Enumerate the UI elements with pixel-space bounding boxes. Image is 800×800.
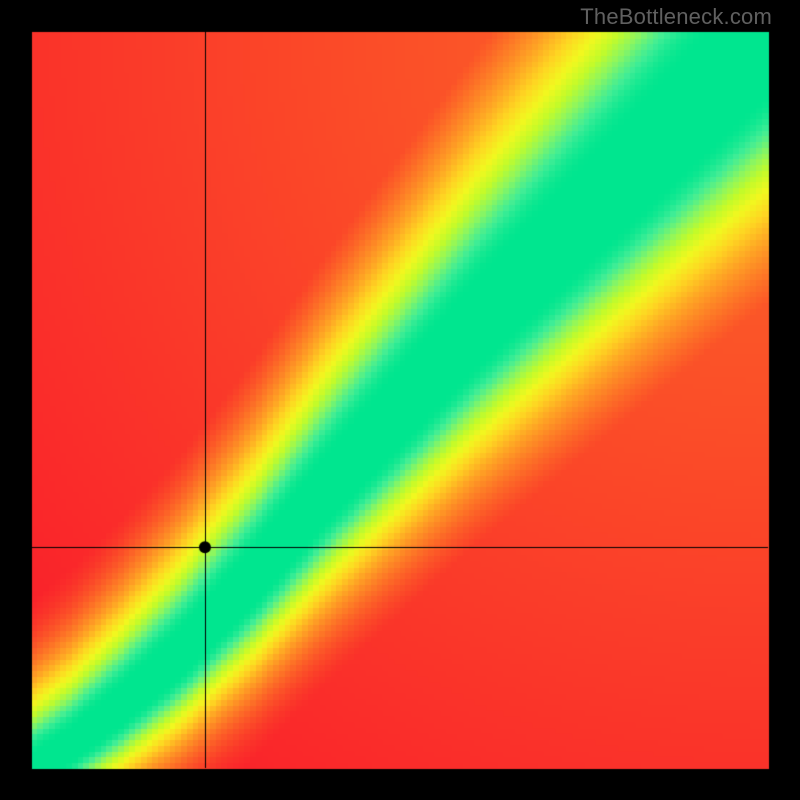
bottleneck-heatmap [0, 0, 800, 800]
chart-container: TheBottleneck.com [0, 0, 800, 800]
watermark-text: TheBottleneck.com [580, 4, 772, 30]
